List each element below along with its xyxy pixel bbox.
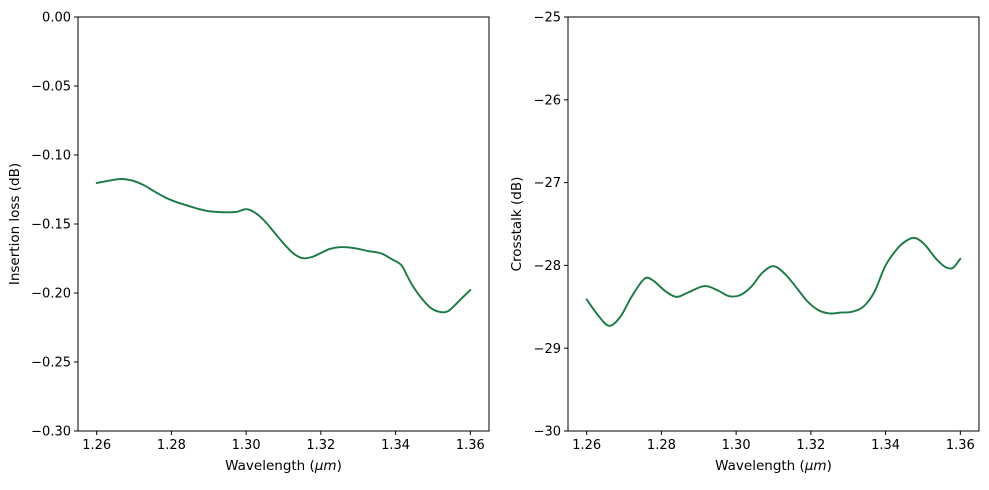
y-tick-label: −29 (534, 342, 561, 357)
x-axis-label: Wavelength (μm) (715, 458, 832, 474)
x-axis-label: Wavelength (μm) (225, 458, 342, 474)
y-tick-label: −0.15 (31, 218, 71, 233)
x-tick-label: 1.32 (796, 438, 825, 453)
y-tick-label: −30 (534, 425, 561, 440)
x-tick-label: 1.34 (871, 438, 900, 453)
axes-frame (77, 16, 490, 432)
y-tick-label: −26 (534, 93, 561, 108)
insertion-loss-chart: 1.26 1.28 1.30 1.32 1.34 1.36 0.00 −0.05 −0.10 −0… (7, 11, 490, 474)
x-tick-label: 1.30 (232, 438, 261, 453)
y-tick-label: −0.10 (31, 149, 71, 164)
y-tick-label: −0.25 (31, 356, 71, 371)
x-tick-label: 1.28 (647, 438, 676, 453)
y-axis-label: Crosstalk (dB) (509, 177, 525, 272)
x-tick-label: 1.26 (572, 438, 601, 453)
y-tick-label: −0.30 (31, 425, 71, 440)
axes-frame (567, 16, 980, 432)
y-tick-label: −28 (534, 259, 561, 274)
y-tick-label: −0.20 (31, 287, 71, 302)
x-tick-label: 1.36 (946, 438, 975, 453)
y-axis-label: Insertion loss (dB) (7, 163, 23, 285)
y-tick-label: −0.05 (31, 80, 71, 95)
x-tick-label: 1.30 (722, 438, 751, 453)
x-tick-label: 1.28 (157, 438, 186, 453)
crosstalk-chart: 1.26 1.28 1.30 1.32 1.34 1.36 −25 −26 −27 −28 −29 −… (509, 11, 980, 474)
insertion-loss-chart-line (95, 178, 472, 314)
x-tick-label: 1.36 (456, 438, 485, 453)
y-tick-label: 0.00 (42, 11, 71, 26)
x-tick-label: 1.34 (381, 438, 410, 453)
y-tick-label: −27 (534, 176, 561, 191)
x-tick-label: 1.32 (306, 438, 335, 453)
y-tick-label: −25 (534, 11, 561, 26)
crosstalk-chart-line (585, 236, 962, 327)
x-tick-label: 1.26 (82, 438, 111, 453)
